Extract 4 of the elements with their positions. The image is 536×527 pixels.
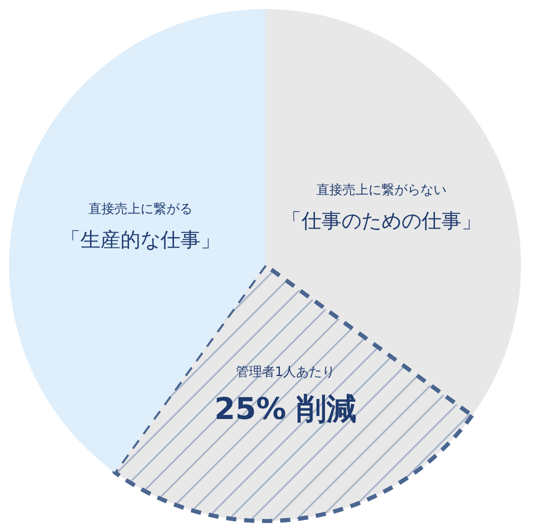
slice-label: 管理者1人あたり <box>236 364 336 380</box>
data-label: 25% 削減 <box>214 392 357 427</box>
slice-label: 直接売上に繋がる「生産的な仕事」 <box>60 202 220 252</box>
slice-label: 直接売上に繋がらない「仕事のための仕事」 <box>282 183 482 233</box>
